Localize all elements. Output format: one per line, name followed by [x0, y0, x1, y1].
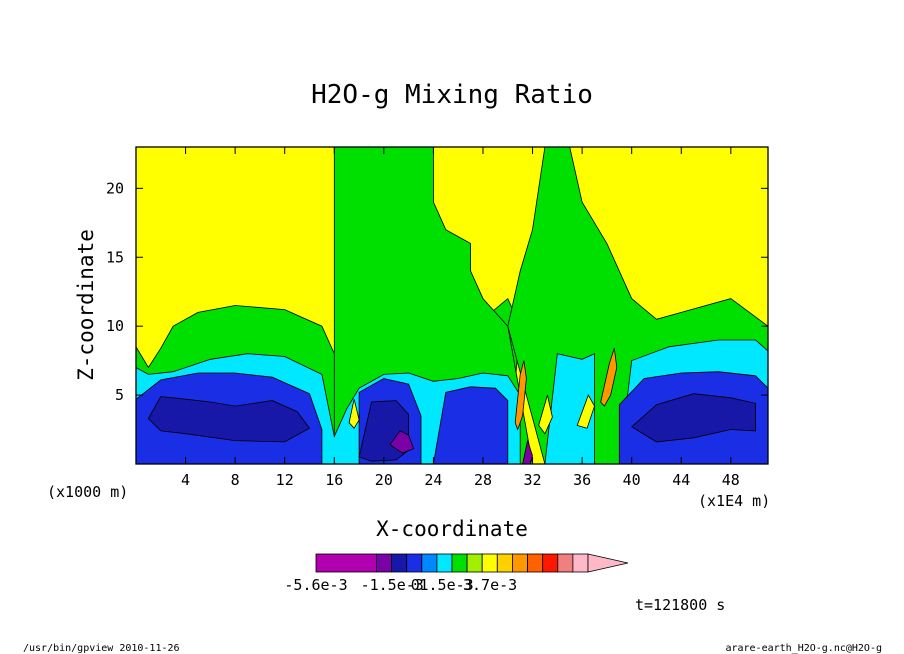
- colorbar: [315, 553, 629, 573]
- x-tick-label: 16: [325, 471, 343, 489]
- colorbar-segment: [375, 553, 392, 573]
- x-unit-left-label: (x1000 m): [47, 483, 128, 501]
- colorbar-segment: [315, 553, 377, 573]
- y-tick-label: 15: [106, 248, 124, 266]
- colorbar-segment: [466, 553, 483, 573]
- orange-region: [600, 348, 618, 407]
- colorbar-segment: [421, 553, 438, 573]
- colorbar-segment: [512, 553, 528, 573]
- x-axis: 4 8 12 16 20 24 28 32 36 40 44 48: [181, 147, 740, 489]
- colorbar-labels: -5.6e-3 -1.5e-30 1.5e-33.7e-3: [284, 576, 517, 594]
- x-unit-right-label: (x1E4 m): [698, 492, 770, 510]
- colorbar-segment: [406, 553, 423, 573]
- y-tick-label: 5: [115, 386, 124, 404]
- colorbar-extend-arrow: [587, 553, 629, 573]
- purple-region: [389, 430, 415, 454]
- y-axis: 5 10 15 20: [106, 179, 768, 404]
- colorbar-segment: [527, 553, 544, 573]
- x-tick-label: 24: [424, 471, 442, 489]
- colorbar-segment: [436, 553, 453, 573]
- x-tick-label: 44: [672, 471, 690, 489]
- colorbar-segment: [557, 553, 574, 573]
- x-tick-label: 32: [524, 471, 542, 489]
- colorbar-segment: [391, 553, 408, 573]
- footer-left: /usr/bin/gpview 2010-11-26: [23, 643, 180, 654]
- x-tick-label: 8: [231, 471, 240, 489]
- navy-region: [631, 393, 756, 443]
- yellow-spot: [348, 399, 360, 429]
- x-tick-label: 20: [375, 471, 393, 489]
- colorbar-segment: [496, 553, 513, 573]
- y-axis-label: Z-coordinate: [74, 229, 98, 381]
- colorbar-tick-label: -1.5e-3: [361, 576, 424, 594]
- y-tick-label: 10: [106, 317, 124, 335]
- y-tick-label: 20: [106, 179, 124, 197]
- colorbar-tick-label: 3.7e-3: [463, 576, 517, 594]
- footer-right: arare-earth_H2O-g.nc@H2O-g: [725, 643, 882, 654]
- x-tick-label: 36: [573, 471, 591, 489]
- yellow-spot: [538, 394, 553, 435]
- x-tick-label: 12: [276, 471, 294, 489]
- time-label: t=121800 s: [635, 596, 725, 614]
- x-tick-label: 28: [474, 471, 492, 489]
- x-tick-label: 48: [722, 471, 740, 489]
- plot-frame: [135, 146, 769, 465]
- contour-field: [136, 147, 768, 464]
- cyan-region: [544, 353, 595, 464]
- chart-title: H2O-g Mixing Ratio: [311, 80, 593, 110]
- colorbar-tick-label: 0: [411, 576, 420, 594]
- colorbar-segment: [542, 553, 559, 573]
- purple-region: [522, 439, 533, 464]
- navy-region: [147, 396, 311, 443]
- colorbar-segment: [481, 553, 498, 573]
- x-tick-label: 4: [181, 471, 190, 489]
- colorbar-segment: [451, 553, 468, 573]
- orange-region: [514, 360, 527, 431]
- colorbar-segment: [572, 553, 589, 573]
- x-tick-label: 40: [623, 471, 641, 489]
- colorbar-tick-label: 1.5e-3: [420, 576, 474, 594]
- colorbar-tick-label: -5.6e-3: [284, 576, 347, 594]
- blue-region: [432, 386, 509, 464]
- x-axis-label: X-coordinate: [376, 517, 528, 541]
- yellow-spot: [576, 394, 595, 429]
